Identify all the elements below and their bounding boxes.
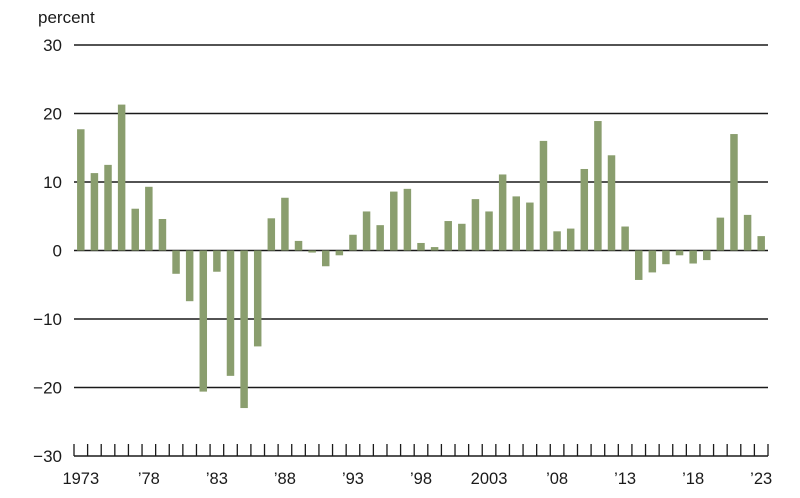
bar-1986 [253,250,262,347]
gridlines [74,44,768,389]
bar-2010 [580,168,589,251]
bar-1976 [117,104,126,251]
x-tick-label: ’98 [410,470,432,488]
bar-1980 [172,250,180,274]
bar-1989 [294,240,303,251]
x-tick-label: ’88 [274,470,296,488]
bar-1991 [322,250,330,267]
bar-1997 [403,188,412,251]
y-tick-label: 0 [53,242,62,261]
bar-2018 [689,250,697,264]
bar-1995 [376,225,384,251]
x-tick-label: ’13 [614,470,636,488]
x-tick-label: ’08 [546,470,568,488]
bar-1998 [417,242,425,251]
bar-2016 [662,250,670,265]
y-tick-label: 30 [43,36,62,55]
y-tick-label: −10 [33,310,62,329]
x-tick-label: ’83 [206,470,228,488]
x-tick-label: ’18 [682,470,704,488]
bar-1982 [199,250,208,392]
bar-1974 [90,173,99,251]
bar-2002 [471,199,480,251]
bar-2000 [444,221,452,251]
bar-2017 [675,250,684,256]
bar-1975 [104,164,112,251]
bar-2022 [743,214,752,251]
bar-1981 [185,250,194,302]
bar-1983 [213,250,221,272]
bar-1984 [226,250,235,376]
x-tick-label: ’78 [138,470,160,488]
bar-2009 [566,228,575,251]
y-tick-label: −30 [33,447,62,466]
bars [77,104,765,409]
y-tick-label: −20 [33,379,62,398]
bar-1978 [145,186,153,251]
bar-2015 [648,250,657,273]
x-tick-label: ’93 [342,470,364,488]
bar-1988 [281,197,289,251]
bar-1987 [267,218,276,251]
bar-2005 [512,196,520,251]
bar-1993 [349,234,357,251]
bar-2008 [553,231,561,251]
bar-2007 [539,140,548,251]
bar-1996 [390,191,398,251]
y-axis-tick-labels: 30 20 10 0 −10 −20 −30 [33,36,62,466]
bar-2003 [485,211,493,251]
bar-2006 [526,202,534,251]
y-axis-unit-label: percent [38,8,95,27]
bar-2001 [458,223,466,251]
y-tick-label: 20 [43,105,62,124]
bar-1977 [131,208,139,251]
x-tick-label: 1973 [62,470,99,488]
bar-1994 [362,211,371,251]
y-tick-label: 10 [43,173,62,192]
bar-2011 [594,121,602,251]
bar-1992 [335,250,344,256]
x-tick-label: 2003 [471,470,508,488]
bar-1979 [158,218,167,251]
bar-2020 [716,217,725,251]
bar-2021 [730,134,738,251]
bar-2023 [757,236,765,251]
bar-1999 [430,247,439,251]
bar-1973 [77,129,85,251]
x-axis: 1973 ’78 ’83 ’88 ’93 ’98 2003 ’08 ’13 ’18 ’23 [62,444,772,488]
bar-2012 [607,155,616,251]
bar-2013 [621,226,629,251]
bar-2004 [498,174,507,251]
bar-2019 [703,250,711,261]
bar-1990 [308,250,316,253]
x-tick-label: ’23 [750,470,772,488]
bar-2014 [634,250,643,280]
bar-1985 [240,250,248,409]
